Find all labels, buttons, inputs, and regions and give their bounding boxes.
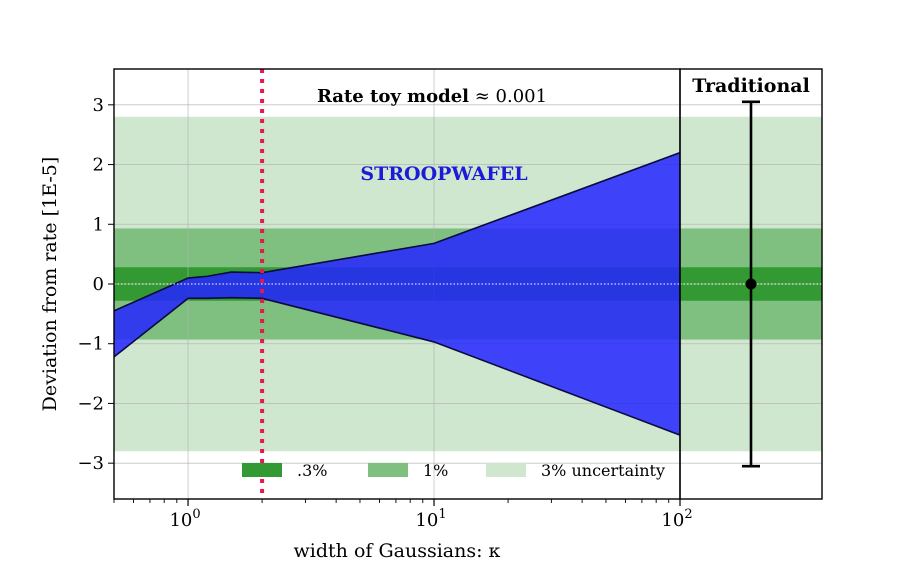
y-axis-label: Deviation from rate [1E-5] [39, 157, 61, 412]
legend-label: 3% uncertainty [541, 461, 665, 480]
y-tick-label: 2 [93, 155, 104, 176]
stroopwafel-annotation: STROOPWAFEL [360, 163, 527, 185]
y-tick-label: −3 [77, 453, 104, 474]
series-band-stroopwafel [114, 152, 680, 436]
y-tick-label: 1 [93, 214, 104, 235]
legend-entry: 3% uncertainty [486, 461, 665, 480]
y-tick-label: −2 [77, 393, 104, 414]
legend-label: 1% [423, 461, 448, 480]
x-tick-label: 100 [169, 507, 200, 531]
y-tick-label: 3 [93, 95, 104, 116]
legend: .3% 1% 3% uncertainty [242, 461, 665, 480]
y-tick-label: 0 [93, 274, 104, 295]
legend-swatch [486, 463, 526, 477]
traditional-point [745, 278, 757, 290]
legend-label: .3% [297, 461, 327, 480]
x-tick-label: 102 [661, 507, 692, 531]
y-tick-label: −1 [77, 334, 104, 355]
x-tick-label-exponent: 2 [684, 507, 692, 522]
x-tick-label: 101 [415, 507, 446, 531]
main-title-bold: Rate toy model [317, 86, 469, 107]
side-axes-frame [679, 68, 823, 500]
main-title: Rate toy model ≈ 0.001 [317, 86, 547, 107]
x-axis-label: width of Gaussians: κ [294, 540, 501, 562]
series-upper-line [114, 151, 680, 312]
main-title-math: ≈ 0.001 [475, 86, 547, 107]
side-title: Traditional [692, 75, 810, 97]
legend-swatch [368, 463, 408, 477]
x-tick-label-base: 10 [169, 510, 192, 531]
legend-entry: .3% [242, 461, 327, 480]
legend-entry: 1% [368, 461, 448, 480]
legend-swatch [242, 463, 282, 477]
x-tick-label-exponent: 0 [192, 507, 200, 522]
x-tick-label-base: 10 [415, 510, 438, 531]
series-lower-line [114, 296, 680, 436]
x-tick-label-exponent: 1 [438, 507, 446, 522]
x-tick-label-base: 10 [661, 510, 684, 531]
